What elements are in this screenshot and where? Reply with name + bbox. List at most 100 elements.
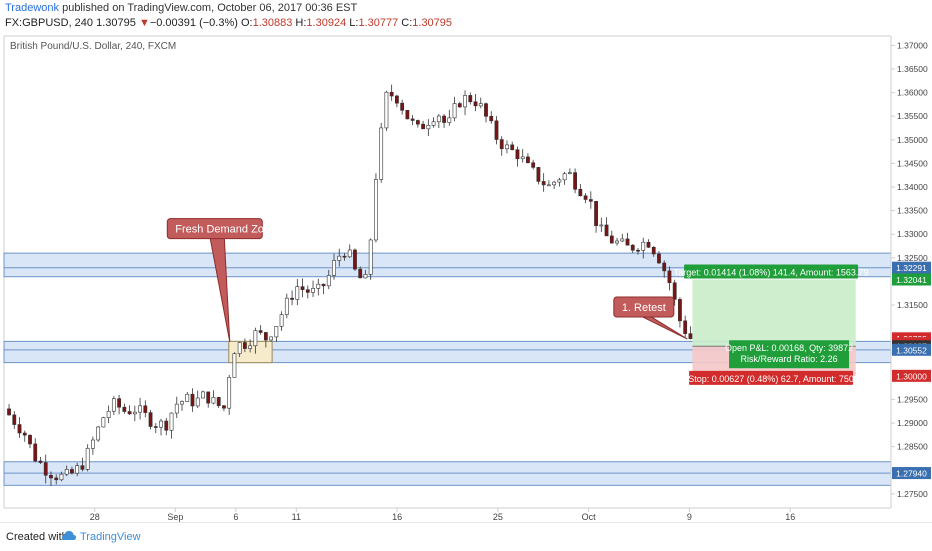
candle	[552, 181, 557, 186]
y-tick-label: 1.35500	[897, 111, 928, 121]
low-value: 1.30777	[358, 17, 399, 29]
candle	[678, 299, 682, 322]
candle	[326, 275, 331, 287]
candle	[562, 173, 567, 181]
stop-label-bg	[689, 370, 854, 385]
candle	[91, 439, 95, 449]
chart-area[interactable]: Fresh Demand Zone 1. Retest Target: 0.0141…	[0, 32, 932, 522]
candle	[70, 469, 74, 474]
candle	[688, 333, 693, 339]
candle	[132, 411, 137, 415]
y-tick-label: 1.32500	[897, 253, 928, 263]
candle	[232, 353, 237, 378]
candle	[520, 156, 525, 160]
chart-svg[interactable]: Fresh Demand Zone 1. Retest Target: 0.0141…	[0, 32, 932, 522]
candle	[342, 255, 347, 258]
x-tick-label: Sep	[167, 512, 183, 522]
candle	[43, 462, 48, 476]
candle	[463, 95, 467, 108]
candle	[573, 172, 578, 190]
candle	[284, 297, 289, 315]
candle	[457, 103, 462, 108]
created-with-text: Created with	[6, 531, 68, 543]
candle	[436, 115, 441, 123]
candle	[494, 120, 499, 140]
candle	[59, 473, 64, 481]
candle	[332, 260, 336, 276]
candle	[473, 101, 478, 107]
candle	[54, 477, 59, 481]
y-tick-label: 1.33000	[897, 229, 928, 239]
candle	[211, 397, 216, 404]
candle	[468, 95, 473, 103]
symbol-line: FX:GBPUSD, 240 1.30795 ▼−0.00391 (−0.3%)…	[5, 17, 452, 29]
candle	[447, 117, 452, 123]
candle	[300, 286, 305, 290]
candle	[594, 201, 598, 226]
open-value: 1.30883	[252, 17, 293, 29]
y-tick-label: 1.36000	[897, 88, 928, 98]
candle	[683, 320, 688, 334]
candle	[599, 224, 604, 227]
last-price: 1.30795	[96, 17, 136, 29]
candle	[258, 330, 263, 333]
high-label: H:	[295, 17, 307, 29]
candle	[64, 469, 69, 475]
y-tick-label: 1.36500	[897, 64, 928, 74]
candle	[384, 91, 389, 129]
candle	[195, 397, 200, 407]
candle	[515, 149, 520, 160]
callout-box	[613, 296, 675, 318]
candle	[452, 103, 457, 119]
candle	[22, 432, 27, 436]
y-tick-label: 1.33500	[897, 206, 928, 216]
candle	[578, 189, 583, 197]
candle	[101, 417, 106, 428]
candle	[389, 91, 394, 97]
candle	[305, 289, 310, 293]
y-tick-label: 1.27500	[897, 489, 928, 499]
footer: Created with TradingView	[0, 522, 932, 551]
candle	[190, 393, 195, 407]
candle	[243, 342, 247, 349]
price-change: −0.00391 (−0.3%)	[149, 17, 238, 29]
candle	[651, 246, 656, 255]
price-tag: 1.27940	[896, 469, 927, 479]
candle	[117, 398, 122, 408]
tradingview-brand-link[interactable]: TradingView	[80, 531, 141, 543]
candle	[426, 124, 431, 130]
published-text: published on TradingView.com, October 06…	[62, 2, 358, 14]
candle	[316, 283, 321, 289]
candle	[646, 241, 651, 248]
publisher-link[interactable]: Tradewonk	[5, 2, 60, 14]
candle	[478, 103, 483, 107]
x-tick-label: 16	[392, 512, 402, 522]
open-label: O:	[240, 17, 253, 29]
price-tag: 1.30000	[896, 371, 927, 381]
x-tick-label: 28	[90, 512, 100, 522]
candle	[536, 167, 541, 182]
candle	[541, 181, 546, 186]
candle	[122, 406, 127, 412]
candle	[269, 336, 274, 341]
price-tag-bg	[892, 467, 931, 480]
y-tick-label: 1.29500	[897, 394, 928, 404]
candle	[526, 156, 530, 164]
candle	[96, 426, 101, 441]
x-tick-label: Oct	[582, 512, 597, 522]
candle	[206, 391, 211, 404]
candle	[547, 184, 551, 187]
candle	[368, 239, 373, 275]
target-label: Target: 0.01414 (1.08%) 141.4, Amount: 1…	[674, 268, 869, 278]
price-tag: 1.32041	[896, 275, 927, 285]
target-label-bg	[684, 264, 859, 279]
candle	[12, 414, 17, 425]
candle	[395, 95, 399, 104]
price-tag-bg	[892, 273, 931, 286]
x-tick-label: 25	[493, 512, 503, 522]
y-tick-label: 1.34000	[897, 182, 928, 192]
candle	[636, 249, 640, 252]
price-tag: 1.32291	[896, 263, 927, 273]
candle	[290, 297, 294, 300]
rr-label: Risk/Reward Ratio: 2.26	[741, 354, 838, 364]
